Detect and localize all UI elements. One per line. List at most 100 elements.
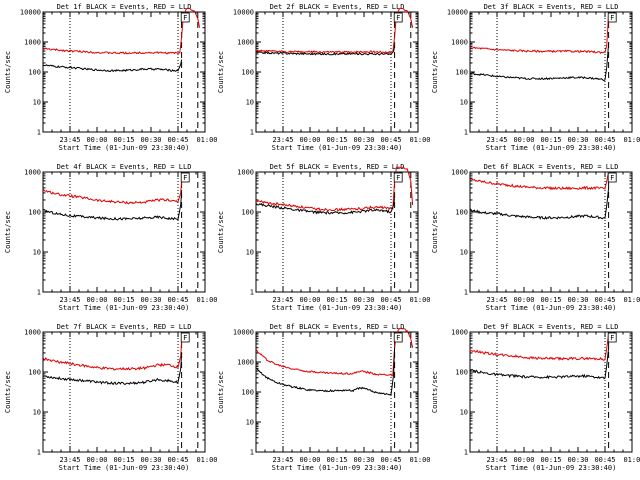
y-tick-label: 10000 [447, 9, 468, 17]
x-tick-label: 01:00 [196, 456, 217, 464]
x-tick-label: 00:30 [140, 456, 161, 464]
y-tick-label: 1 [37, 289, 41, 297]
x-tick-label: 00:15 [326, 136, 347, 144]
x-tick-label: 00:15 [113, 456, 134, 464]
x-tick-label: 23:45 [59, 456, 80, 464]
y-tick-label: 100 [28, 209, 41, 217]
y-tick-label: 10 [460, 249, 468, 257]
chart-panel-8: Det 8f BLACK = Events, RED = LLD 1 10 100 10… [217, 323, 431, 472]
y-tick-label: 10 [33, 409, 41, 417]
y-axis-label: Counts/sec [4, 51, 12, 93]
x-tick-label: 00:45 [167, 136, 188, 144]
y-tick-label: 100 [241, 389, 254, 397]
x-tick-label: 23:45 [486, 136, 507, 144]
x-axis-label: Start Time (01-Jun-09 23:30:40) [59, 144, 190, 152]
flare-marker-label: F [183, 174, 187, 182]
y-tick-label: 100 [455, 369, 468, 377]
x-tick-label: 23:45 [59, 296, 80, 304]
chart-title: Det 1f BLACK = Events, RED = LLD [57, 3, 192, 11]
x-tick-label: 00:30 [140, 136, 161, 144]
y-tick-label: 1 [464, 289, 468, 297]
y-tick-label: 10000 [233, 329, 254, 337]
y-tick-label: 100 [28, 369, 41, 377]
chart-title: Det 7f BLACK = Events, RED = LLD [57, 323, 192, 331]
plot-frame [42, 11, 206, 133]
y-tick-label: 10 [33, 99, 41, 107]
y-tick-label: 1 [250, 289, 254, 297]
series-lld [43, 7, 201, 55]
x-tick-label: 00:30 [353, 456, 374, 464]
flare-marker-box [180, 12, 190, 23]
x-tick-label: 01:00 [196, 136, 217, 144]
x-tick-label: 00:15 [326, 456, 347, 464]
x-tick-label: 00:45 [594, 136, 615, 144]
y-tick-label: 10000 [20, 9, 41, 17]
y-tick-label: 100 [28, 69, 41, 77]
y-tick-label: 10 [246, 249, 254, 257]
x-tick-label: 01:00 [623, 456, 640, 464]
x-tick-label: 00:30 [567, 456, 588, 464]
flare-marker-label: F [396, 174, 400, 182]
series-lld [43, 180, 183, 205]
x-tick-label: 00:15 [326, 296, 347, 304]
y-tick-label: 100 [455, 209, 468, 217]
chart-title: Det 4f BLACK = Events, RED = LLD [57, 163, 192, 171]
chart-panel-3: Det 3f BLACK = Events, RED = LLD 1 10 100 10… [431, 3, 640, 152]
flare-marker-label: F [183, 334, 187, 342]
flare-marker-label: F [183, 14, 187, 22]
x-tick-label: 00:00 [299, 136, 320, 144]
x-tick-label: 01:00 [623, 136, 640, 144]
y-tick-label: 1 [250, 449, 254, 457]
chart-panel-2: Det 2f BLACK = Events, RED = LLD 1 10 100 10… [217, 3, 431, 152]
x-tick-label: 00:45 [594, 456, 615, 464]
series-lld [256, 327, 414, 377]
flare-marker-label: F [610, 334, 614, 342]
series-events [470, 347, 610, 380]
y-tick-label: 1000 [237, 169, 254, 177]
flare-marker-box [180, 172, 190, 183]
x-tick-label: 00:30 [353, 136, 374, 144]
series-events [43, 59, 183, 73]
y-axis-label: Counts/sec [4, 211, 12, 253]
series-lld [256, 7, 414, 54]
x-tick-label: 00:45 [167, 456, 188, 464]
x-tick-label: 23:45 [272, 456, 293, 464]
y-axis-label: Counts/sec [431, 371, 439, 413]
x-tick-label: 00:30 [567, 136, 588, 144]
x-tick-label: 00:30 [567, 296, 588, 304]
y-tick-label: 10 [460, 409, 468, 417]
x-tick-label: 23:45 [272, 136, 293, 144]
x-axis-label: Start Time (01-Jun-09 23:30:40) [272, 304, 403, 312]
x-tick-label: 00:00 [513, 456, 534, 464]
flare-marker-box [607, 332, 617, 343]
flare-marker-label: F [396, 14, 400, 22]
series-events [470, 43, 610, 82]
x-tick-label: 00:45 [167, 296, 188, 304]
x-tick-label: 00:15 [113, 296, 134, 304]
x-tick-label: 00:45 [594, 296, 615, 304]
x-tick-label: 00:00 [86, 296, 107, 304]
x-axis-label: Start Time (01-Jun-09 23:30:40) [59, 464, 190, 472]
x-tick-label: 00:45 [380, 456, 401, 464]
y-tick-label: 1000 [451, 329, 468, 337]
y-axis-label: Counts/sec [431, 51, 439, 93]
x-tick-label: 01:00 [623, 296, 640, 304]
flare-marker-box [393, 12, 403, 23]
y-tick-label: 1000 [451, 169, 468, 177]
flare-marker-label: F [610, 174, 614, 182]
y-tick-label: 1000 [237, 39, 254, 47]
plot-frame [255, 11, 419, 133]
y-tick-label: 100 [455, 69, 468, 77]
series-lld [470, 333, 610, 361]
flare-marker-box [393, 332, 403, 343]
y-tick-label: 1 [250, 129, 254, 137]
y-tick-label: 1 [464, 449, 468, 457]
series-lld [470, 171, 610, 191]
x-tick-label: 23:45 [486, 456, 507, 464]
x-tick-label: 00:00 [299, 296, 320, 304]
chart-title: Det 6f BLACK = Events, RED = LLD [484, 163, 619, 171]
y-tick-label: 1000 [24, 169, 41, 177]
plot-frame [469, 331, 633, 453]
x-tick-label: 00:15 [540, 296, 561, 304]
x-tick-label: 00:15 [540, 456, 561, 464]
